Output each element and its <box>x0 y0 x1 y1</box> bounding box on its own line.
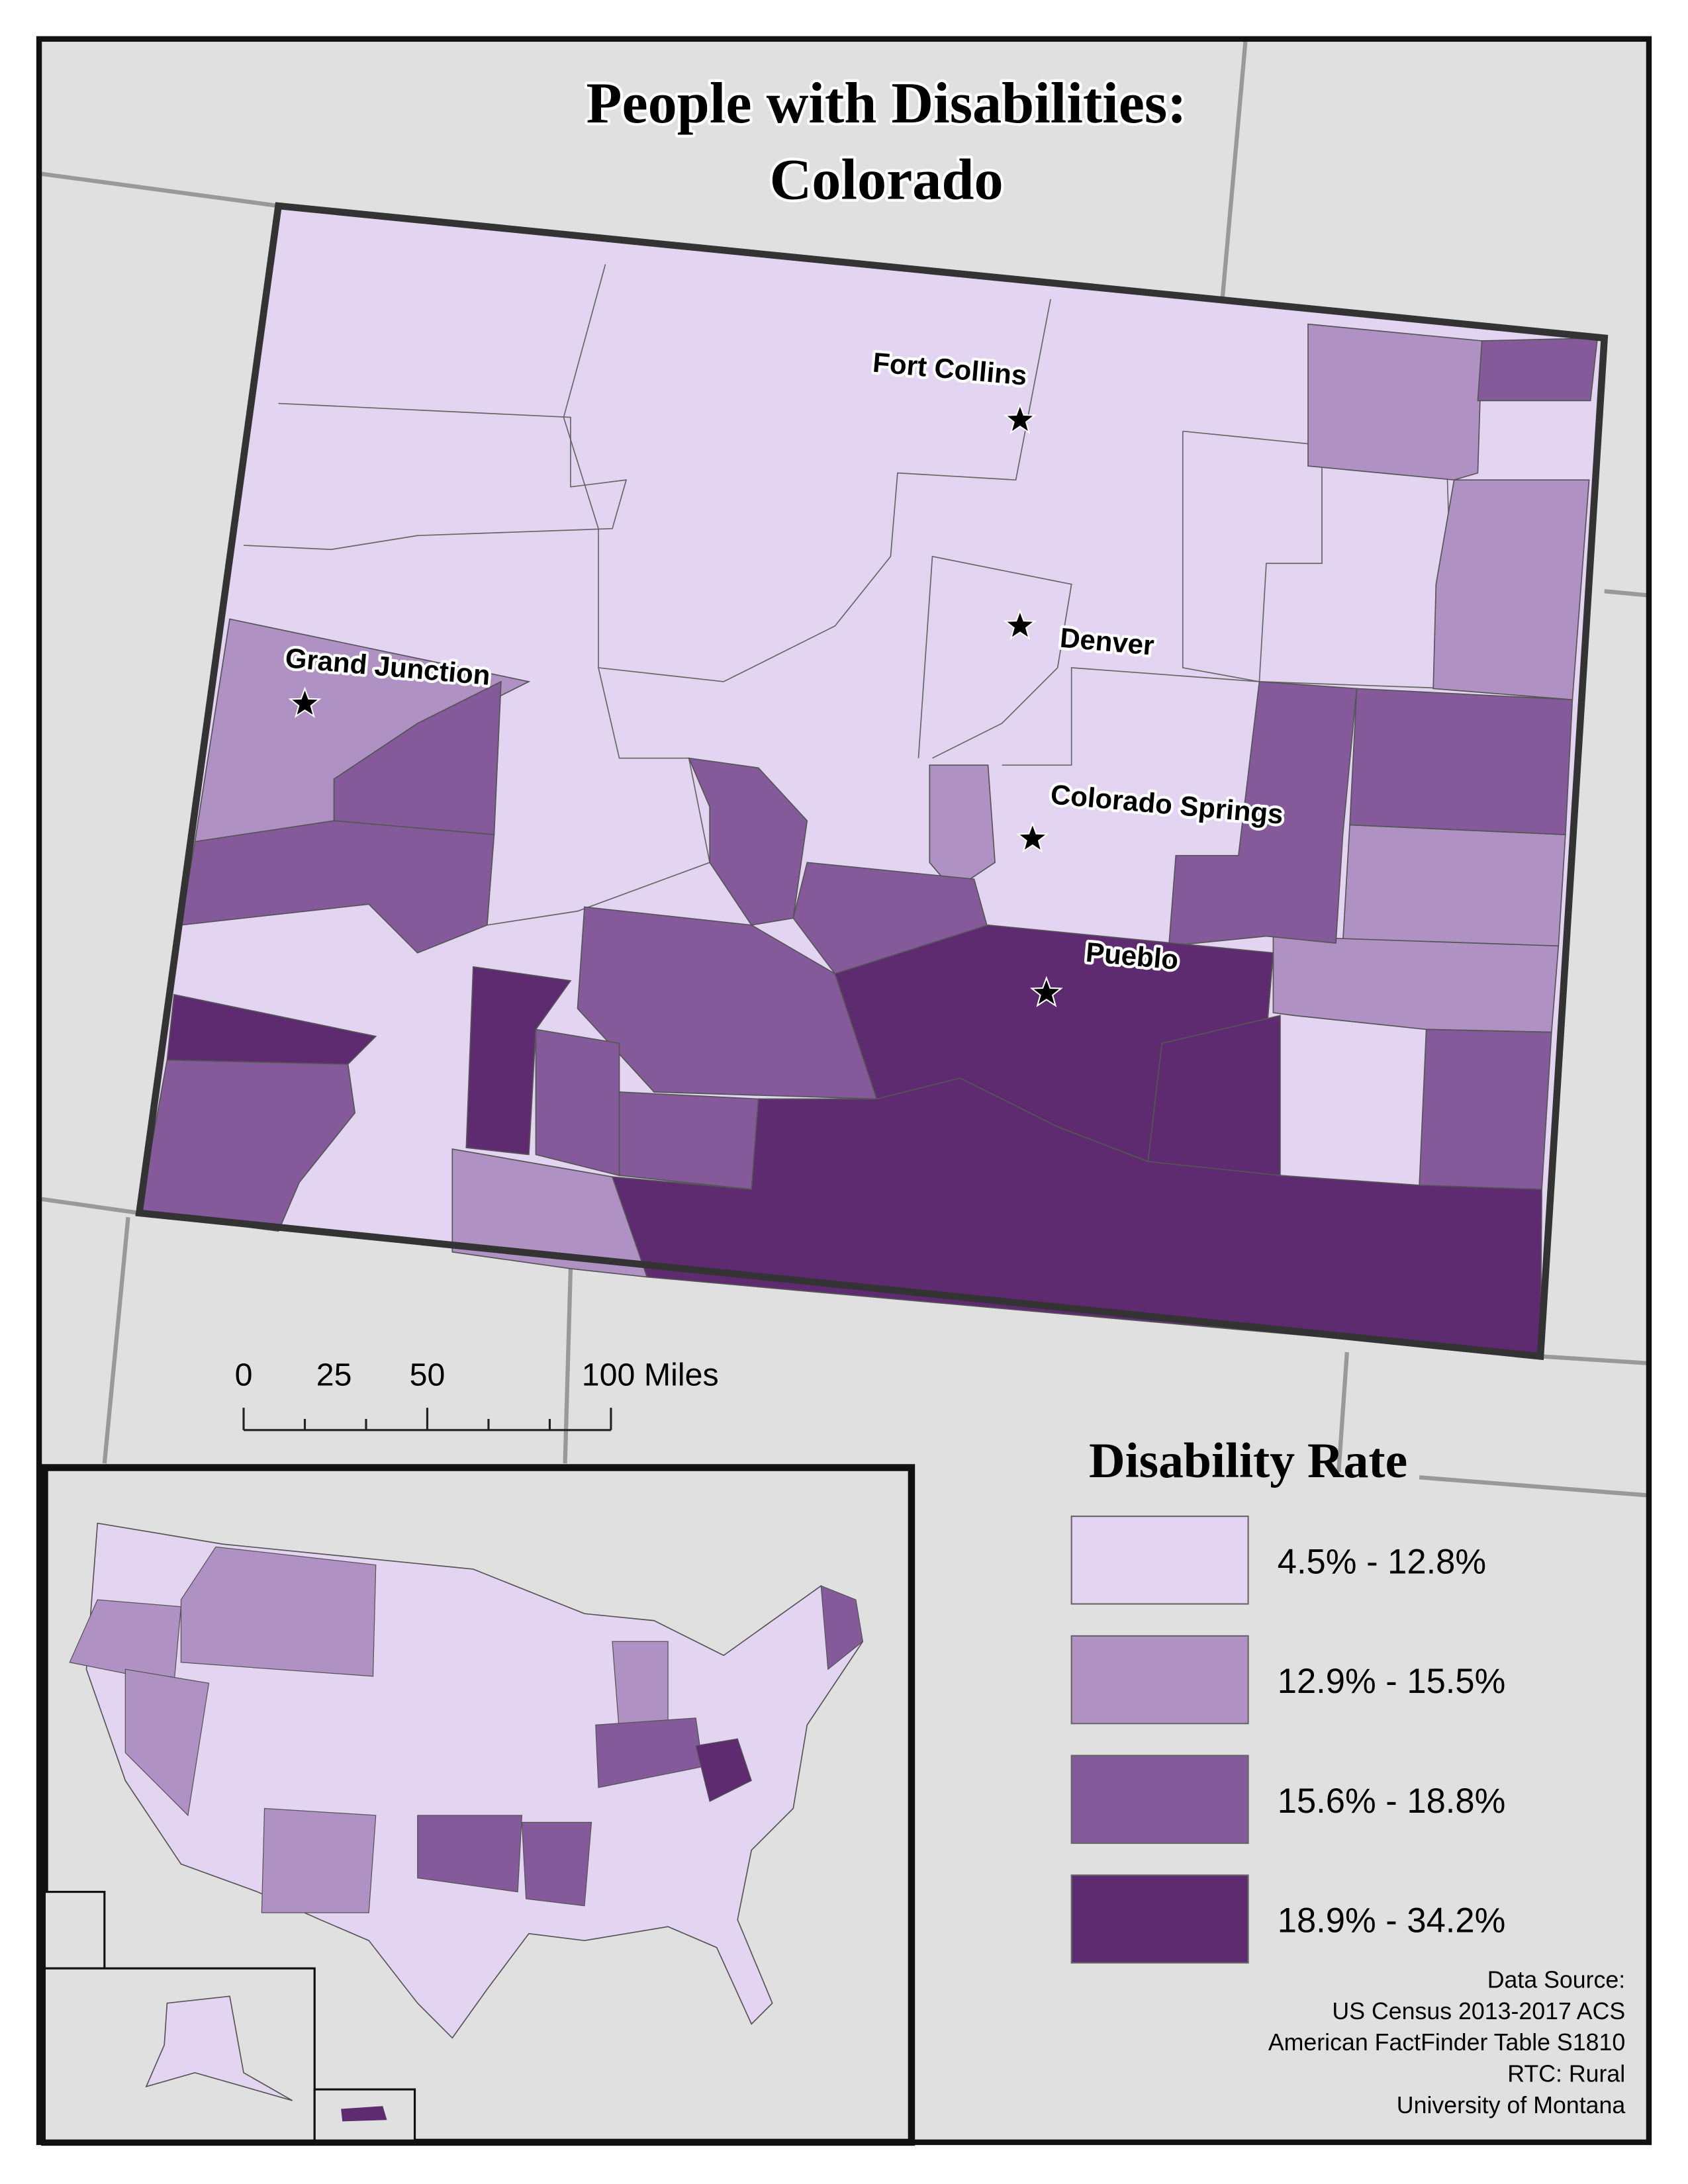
map-title: Colorado <box>770 148 1004 212</box>
colorado-counties <box>135 202 1609 1361</box>
scale-label: 100 Miles <box>582 1357 719 1393</box>
legend-swatch <box>1070 1874 1249 1964</box>
inset-state <box>417 1815 523 1893</box>
county-region <box>929 764 996 891</box>
county-region <box>1419 1028 1552 1191</box>
scale-label: 50 <box>410 1357 445 1393</box>
city-star <box>1003 402 1037 434</box>
source-line: American FactFinder Table S1810 <box>1268 2029 1625 2056</box>
source-line: Data Source: <box>1487 1967 1625 1993</box>
map-frame <box>36 36 1652 2146</box>
state-outline <box>135 202 1609 1361</box>
inset-state <box>820 1585 864 1670</box>
legend-swatch <box>1070 1516 1249 1605</box>
county-region <box>1342 824 1566 947</box>
source-line: University of Montana <box>1397 2092 1626 2118</box>
county-region <box>535 1028 620 1177</box>
county-region <box>1477 337 1599 402</box>
inset-state <box>521 1821 592 1907</box>
county-region <box>618 1091 759 1191</box>
scale-bar-lines <box>242 1408 612 1432</box>
scale-bar: 0 25 50 100 Miles <box>235 1357 719 1432</box>
source-line: US Census 2013-2017 ACS <box>1332 1998 1625 2025</box>
inset-state <box>612 1641 669 1733</box>
county-region <box>333 680 502 836</box>
county-region <box>1307 323 1483 481</box>
inset-state <box>695 1738 752 1802</box>
puerto-rico <box>341 2106 387 2122</box>
county-region <box>1349 688 1573 836</box>
inset-state <box>124 1668 210 1817</box>
county-region <box>1168 681 1358 947</box>
legend: Disability Rate 4.5% - 12.8% 12.9% - 15.5%… <box>1070 1433 1506 1964</box>
source-line: RTC: Rural <box>1507 2061 1625 2087</box>
hawaii-box <box>43 1891 106 1970</box>
scale-label: 25 <box>316 1357 352 1393</box>
city-star <box>1003 608 1037 640</box>
county-region <box>688 757 808 926</box>
map-title: People with Disabilities: <box>586 71 1187 136</box>
legend-label: 4.5% - 12.8% <box>1278 1542 1486 1581</box>
legend-swatch <box>1070 1635 1249 1725</box>
city-star <box>288 686 322 718</box>
county-region <box>1272 935 1560 1033</box>
inset-state <box>180 1546 377 1677</box>
legend-swatch <box>1070 1754 1249 1844</box>
county-region <box>465 966 572 1156</box>
inset-map <box>41 1464 915 2146</box>
county-border <box>917 555 1072 759</box>
county-region <box>1432 479 1590 701</box>
legend-label: 12.9% - 15.5% <box>1278 1662 1506 1701</box>
county-region <box>180 820 495 954</box>
scale-label: 0 <box>235 1357 253 1393</box>
legend-label: 15.6% - 18.8% <box>1278 1782 1506 1821</box>
inset-state <box>261 1807 377 1913</box>
city-star <box>1029 976 1063 1007</box>
county-border <box>243 402 628 551</box>
legend-title: Disability Rate <box>1089 1433 1407 1488</box>
city-star <box>1015 821 1049 853</box>
county-region <box>166 993 377 1065</box>
county-border <box>563 264 1051 682</box>
legend-label: 18.9% - 34.2% <box>1278 1901 1506 1940</box>
alaska <box>145 1995 293 2101</box>
city-markers <box>288 402 1063 1007</box>
county-region <box>451 1148 648 1278</box>
